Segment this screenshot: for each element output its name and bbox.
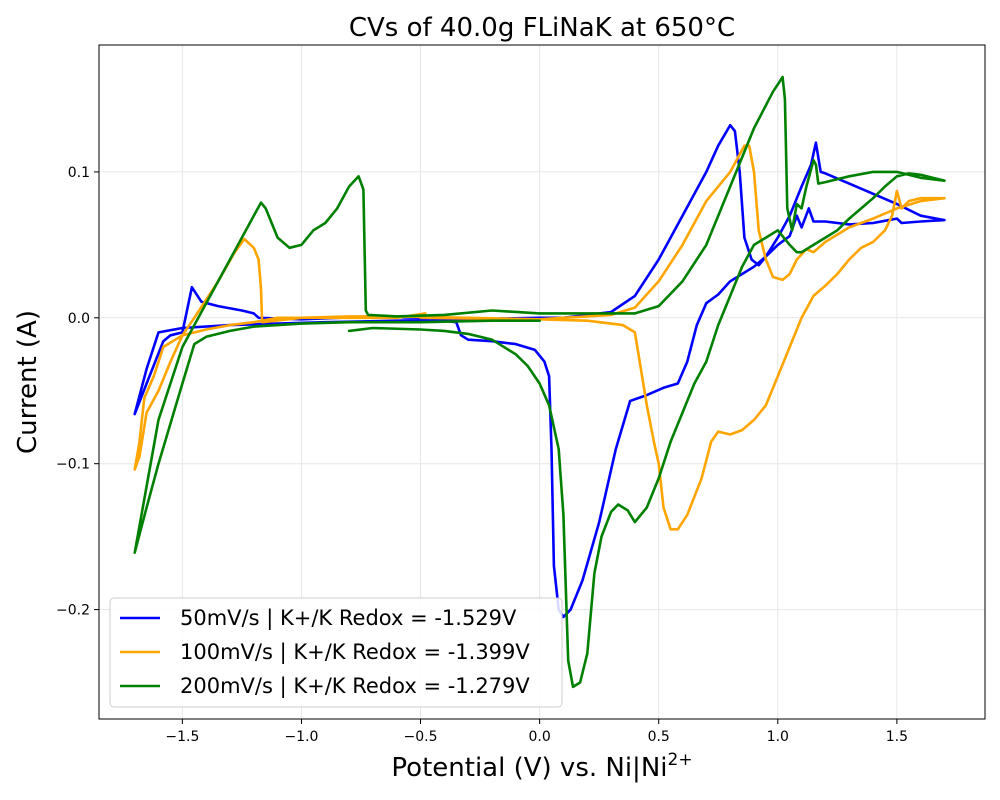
x-axis-title: Potential (V) vs. Ni|Ni2+ <box>391 750 692 783</box>
y-tick-label: 0.0 <box>68 311 90 327</box>
x-tick-label: 1.5 <box>886 729 908 745</box>
plot-frame <box>98 44 986 720</box>
legend: 50mV/s | K+/K Redox = -1.529V 100mV/s | K… <box>109 597 563 708</box>
y-tick-label: −0.2 <box>56 603 90 619</box>
x-axis-title-text: Potential (V) vs. Ni|Ni <box>391 753 667 783</box>
x-tick-label: 1.0 <box>767 729 789 745</box>
axis-ticks: −1.5 −1.0 −0.5 0.0 0.5 1.0 1.5 −0.2 −0.1 0.0 0.1 <box>56 165 908 745</box>
chart-title: CVs of 40.0g FLiNaK at 650°C <box>349 13 735 43</box>
series-lines <box>133 75 946 689</box>
legend-label-2: 100mV/s | K+/K Redox = -1.399V <box>180 640 530 665</box>
y-tick-label: −0.1 <box>56 457 90 473</box>
x-tick-label: 0.5 <box>648 729 670 745</box>
x-tick-label: −0.5 <box>404 729 438 745</box>
legend-label-1: 50mV/s | K+/K Redox = -1.529V <box>180 606 517 631</box>
x-axis-title-superscript: 2+ <box>668 750 693 770</box>
x-tick-label: 0.0 <box>528 729 550 745</box>
series-line-2 <box>133 144 946 531</box>
legend-box <box>109 597 563 708</box>
y-tick-label: 0.1 <box>68 165 90 181</box>
legend-label-3: 200mV/s | K+/K Redox = -1.279V <box>180 674 530 699</box>
x-tick-label: −1.5 <box>165 729 199 745</box>
series-line-3 <box>133 75 946 689</box>
y-axis-title: Current (A) <box>13 310 43 454</box>
x-tick-label: −1.0 <box>284 729 318 745</box>
